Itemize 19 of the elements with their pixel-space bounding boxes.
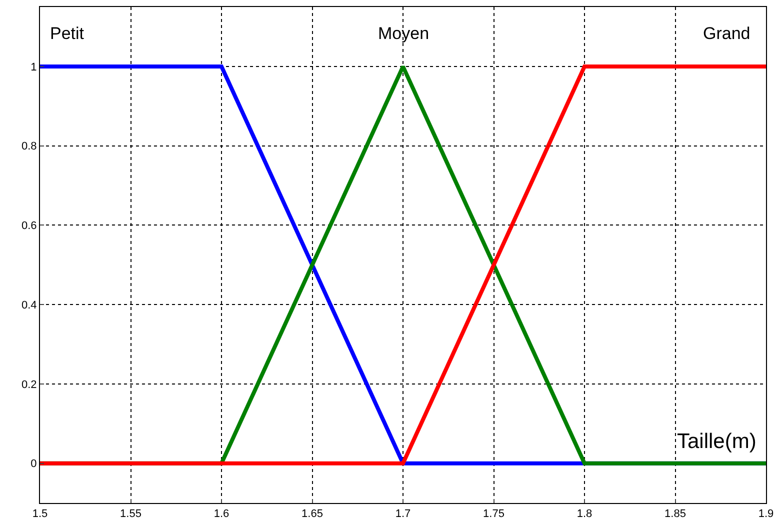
series-label: Petit	[50, 24, 84, 43]
x-tick-label: 1.65	[302, 508, 323, 520]
x-tick-label: 1.75	[483, 508, 504, 520]
series-label: Grand	[703, 24, 750, 43]
x-axis-title: Taille(m)	[677, 430, 756, 453]
x-tick-label: 1.5	[32, 508, 48, 520]
x-tick-label: 1.85	[664, 508, 686, 520]
y-tick-label: 0.6	[22, 220, 37, 232]
x-tick-label: 1.6	[214, 508, 230, 520]
y-tick-label: 0	[30, 458, 37, 470]
x-tick-label: 1.55	[120, 508, 142, 520]
x-tick-label: 1.7	[395, 508, 411, 520]
x-tick-label: 1.8	[576, 508, 592, 520]
y-tick-label: 0.4	[22, 299, 37, 312]
y-tick-label: 0.8	[22, 140, 37, 153]
series-label: Moyen	[378, 24, 430, 43]
y-tick-label: 1	[30, 61, 37, 74]
y-tick-label: 0.2	[22, 378, 37, 391]
x-tick-label: 1.9	[758, 508, 774, 520]
